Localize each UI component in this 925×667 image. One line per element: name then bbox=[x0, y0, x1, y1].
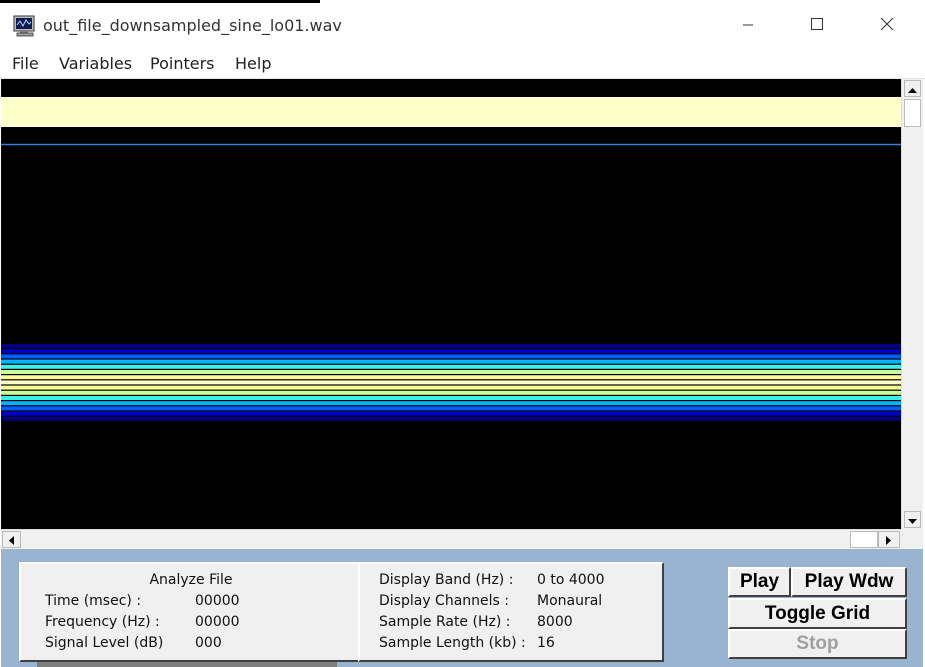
time-value: 00000 bbox=[195, 593, 240, 609]
analyze-file-title: Analyze File bbox=[149, 572, 233, 588]
tone-band-stripe bbox=[1, 396, 901, 400]
tone-band-stripe bbox=[1, 349, 901, 354]
display-channels-label: Display Channels : bbox=[379, 593, 509, 609]
tone-band-stripe bbox=[1, 364, 901, 369]
analyze-file-box: Analyze File Time (msec) : 00000 Frequen… bbox=[19, 562, 363, 662]
spectrogram-display[interactable] bbox=[1, 79, 901, 529]
tone-band-stripe bbox=[1, 401, 901, 406]
vertical-scrollbar[interactable] bbox=[901, 79, 923, 529]
close-button[interactable] bbox=[852, 3, 922, 48]
tone-band bbox=[1, 344, 901, 421]
tone-band-stripe bbox=[1, 411, 901, 416]
horizontal-scrollbar[interactable] bbox=[1, 529, 901, 550]
tone-band-stripe bbox=[1, 375, 901, 380]
scroll-left-button[interactable] bbox=[2, 531, 21, 548]
signal-level-label: Signal Level (dB) bbox=[45, 635, 164, 651]
scrollbar-corner bbox=[901, 529, 923, 549]
title-accent-bar bbox=[0, 0, 320, 3]
menu-help[interactable]: Help bbox=[235, 54, 272, 73]
frequency-value: 00000 bbox=[195, 614, 240, 630]
display-channels-value: Monaural bbox=[537, 593, 603, 609]
tone-band-stripe bbox=[1, 354, 901, 359]
tone-band-stripe bbox=[1, 416, 901, 421]
sample-length-value: 16 bbox=[537, 635, 555, 651]
tone-band-stripe bbox=[1, 390, 901, 395]
toggle-grid-button[interactable]: Toggle Grid bbox=[728, 598, 907, 629]
arrow-left-icon bbox=[8, 530, 15, 549]
scroll-up-button[interactable] bbox=[904, 80, 921, 97]
play-window-button[interactable]: Play Wdw bbox=[791, 567, 907, 597]
tone-band-stripe bbox=[1, 385, 901, 390]
menu-file[interactable]: File bbox=[12, 54, 39, 73]
arrow-up-icon bbox=[908, 79, 917, 98]
title-bar[interactable]: out_file_downsampled_sine_lo01.wav bbox=[0, 3, 925, 48]
monitor-icon bbox=[13, 15, 37, 37]
play-button[interactable]: Play bbox=[728, 567, 791, 597]
tone-band-stripe bbox=[1, 344, 901, 348]
signal-level-value: 000 bbox=[195, 635, 222, 651]
tone-band-stripe bbox=[1, 406, 901, 411]
maximize-icon bbox=[810, 16, 824, 35]
scroll-right-button[interactable] bbox=[878, 531, 900, 548]
menu-pointers[interactable]: Pointers bbox=[150, 54, 215, 73]
display-band-label: Display Band (Hz) : bbox=[379, 572, 514, 588]
file-info-box: Display Band (Hz) : 0 to 4000 Display Ch… bbox=[358, 562, 664, 662]
scroll-down-button[interactable] bbox=[904, 511, 921, 528]
time-label: Time (msec) : bbox=[45, 593, 142, 609]
display-band-value: 0 to 4000 bbox=[537, 572, 605, 588]
maximize-button[interactable] bbox=[782, 3, 852, 48]
selection-band bbox=[1, 97, 901, 127]
close-icon bbox=[879, 16, 895, 36]
background-window-strip bbox=[37, 659, 337, 667]
horizontal-scroll-thumb[interactable] bbox=[850, 531, 878, 548]
control-panel: Analyze File Time (msec) : 00000 Frequen… bbox=[1, 549, 923, 667]
tone-band-stripe bbox=[1, 370, 901, 374]
stop-button[interactable]: Stop bbox=[728, 629, 907, 659]
vertical-scroll-thumb[interactable] bbox=[904, 99, 921, 127]
spectrogram-canvas bbox=[1, 79, 901, 529]
tone-band-stripe bbox=[1, 380, 901, 385]
sample-rate-label: Sample Rate (Hz) : bbox=[379, 614, 511, 630]
sample-length-label: Sample Length (kb) : bbox=[379, 635, 526, 651]
sample-rate-value: 8000 bbox=[537, 614, 573, 630]
menu-bar: File Variables Pointers Help bbox=[0, 49, 925, 79]
arrow-right-icon bbox=[886, 530, 892, 549]
tone-band-stripe bbox=[1, 359, 901, 364]
window-title: out_file_downsampled_sine_lo01.wav bbox=[43, 16, 342, 35]
minimize-icon bbox=[742, 16, 754, 35]
frequency-label: Frequency (Hz) : bbox=[45, 614, 160, 630]
arrow-down-icon bbox=[908, 510, 917, 529]
menu-variables[interactable]: Variables bbox=[59, 54, 133, 73]
minimize-button[interactable] bbox=[713, 3, 783, 48]
